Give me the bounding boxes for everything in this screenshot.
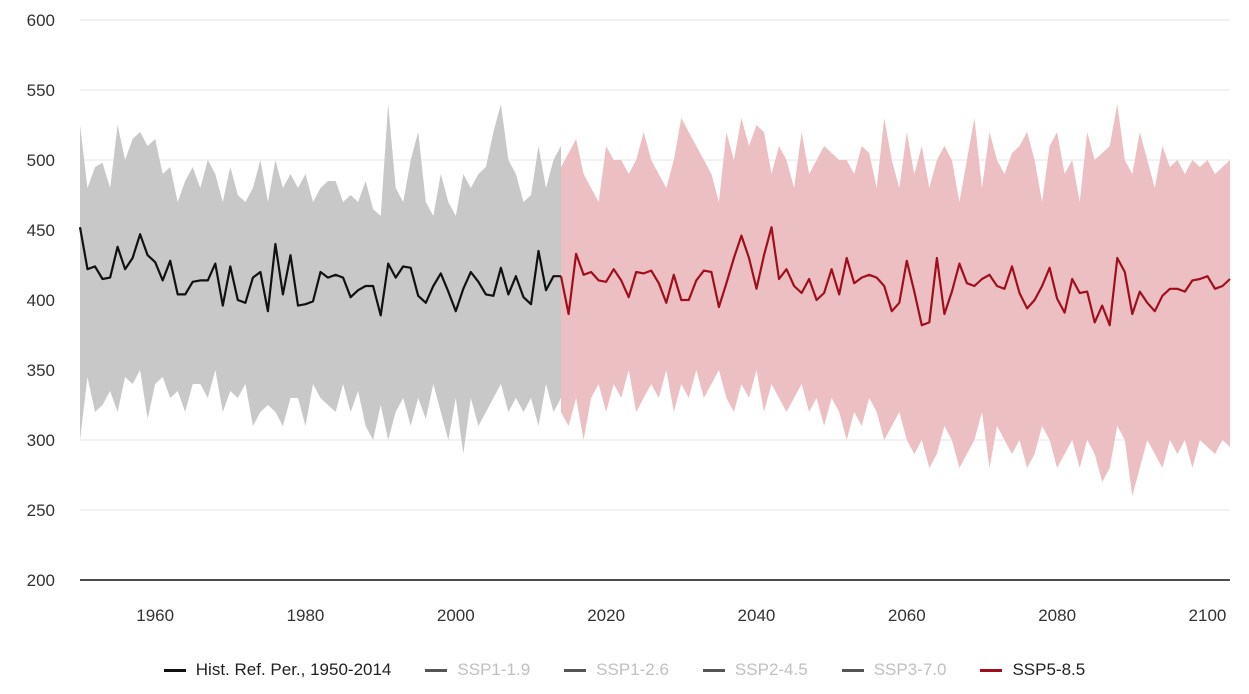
- legend-label-ssp370: SSP3-7.0: [873, 660, 947, 679]
- y-tick-label: 200: [27, 571, 55, 590]
- legend-swatch-ssp585: [980, 668, 1003, 672]
- x-tick-label: 2060: [888, 606, 926, 625]
- legend-item-ssp119[interactable]: SSP1-1.9: [425, 660, 530, 680]
- legend-label-ssp119: SSP1-1.9: [457, 660, 531, 679]
- line-chart: 200 250 300 350 400 450 500 550 600 1960 1980 2000…: [27, 11, 1231, 625]
- ssp585-range-band: [561, 104, 1230, 496]
- x-tick-label: 2080: [1038, 606, 1076, 625]
- y-tick-label: 500: [27, 151, 55, 170]
- y-tick-label: 550: [27, 81, 55, 100]
- legend-label-ssp126: SSP1-2.6: [596, 660, 669, 679]
- legend-item-ssp370[interactable]: SSP3-7.0: [841, 660, 947, 680]
- historical-series-line: [78, 227, 561, 317]
- legend-label-ssp585: SSP5-8.5: [1012, 660, 1086, 679]
- x-tick-label: 1960: [136, 606, 174, 625]
- legend-item-ssp126[interactable]: SSP1-2.6: [564, 660, 669, 680]
- x-tick-label: 1980: [287, 606, 325, 625]
- legend-item-ssp585[interactable]: SSP5-8.5: [980, 660, 1085, 680]
- x-tick-label: 2000: [437, 606, 475, 625]
- x-tick-label: 2100: [1189, 606, 1227, 625]
- legend-item-ssp245[interactable]: SSP2-4.5: [702, 660, 808, 680]
- legend-label-hist: Hist. Ref. Per., 1950-2014: [195, 660, 392, 679]
- legend: Hist. Ref. Per., 1950-2014 SSP1-1.9 SSP1…: [0, 660, 1249, 680]
- y-tick-label: 450: [27, 221, 55, 240]
- y-tick-label: 350: [27, 361, 55, 380]
- legend-swatch-hist: [163, 668, 186, 672]
- x-tick-label: 2040: [738, 606, 776, 625]
- y-tick-label: 250: [27, 501, 55, 520]
- historical-range-band: [80, 104, 561, 454]
- legend-label-ssp245: SSP2-4.5: [734, 660, 808, 679]
- x-axis-ticks: 1960 1980 2000 2020 2040 2060 2080 2100: [136, 606, 1226, 625]
- legend-swatch-ssp119: [425, 668, 448, 672]
- legend-item-hist[interactable]: Hist. Ref. Per., 1950-2014: [163, 660, 392, 680]
- ssp585-series-line: [559, 226, 1231, 327]
- y-tick-label: 300: [27, 431, 55, 450]
- y-axis-ticks: 200 250 300 350 400 450 500 550 600: [27, 11, 55, 590]
- legend-swatch-ssp370: [841, 668, 864, 672]
- legend-swatch-ssp126: [564, 668, 587, 672]
- range-bands: [80, 104, 1230, 496]
- y-tick-label: 400: [27, 291, 55, 310]
- legend-swatch-ssp245: [702, 668, 725, 672]
- series-lines: [78, 226, 1231, 327]
- x-tick-label: 2020: [587, 606, 625, 625]
- y-tick-label: 600: [27, 11, 55, 30]
